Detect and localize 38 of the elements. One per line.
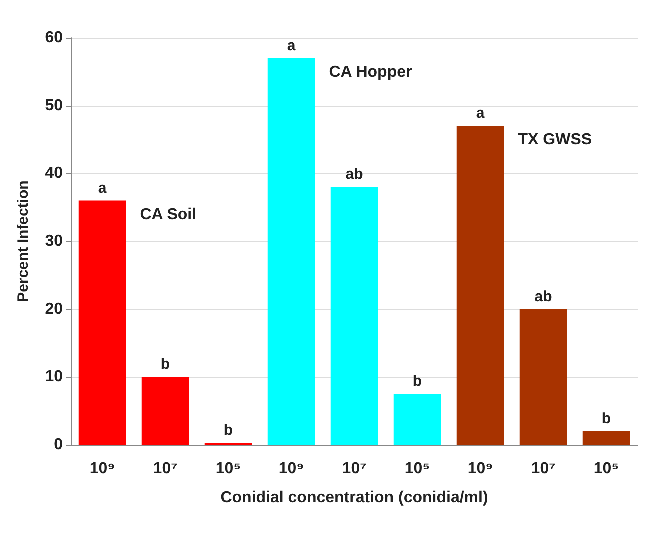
x-tick-label: 10⁹ [90, 460, 116, 478]
bar [78, 200, 126, 445]
x-tick-label: 10⁷ [531, 460, 556, 478]
x-axis-title: Conidial concentration (conidia/ml) [220, 490, 488, 506]
bar [456, 126, 504, 445]
y-tick-label: 20 [45, 300, 64, 318]
data-label: ab [534, 288, 552, 306]
x-tick-label: 10⁷ [342, 460, 367, 478]
bar [268, 58, 316, 445]
series-label: CA Hopper [329, 64, 412, 81]
bar [582, 431, 630, 445]
bar [394, 394, 442, 445]
data-label: b [224, 422, 234, 439]
data-label: a [287, 37, 296, 54]
series-label: CA Soil [140, 206, 197, 224]
data-label: b [602, 410, 612, 428]
bar [520, 309, 568, 445]
data-label: b [160, 356, 170, 374]
y-tick-label: 0 [54, 436, 64, 454]
x-tick-label: 10⁹ [468, 460, 494, 478]
x-tick-label: 10⁷ [153, 460, 178, 478]
bar [330, 187, 378, 445]
x-tick-label: 10⁵ [594, 460, 620, 478]
data-label: b [412, 373, 422, 390]
bar [142, 377, 190, 445]
x-tick-label: 10⁹ [278, 460, 304, 478]
y-tick-label: 40 [45, 165, 64, 182]
y-tick-label: 10 [45, 368, 64, 386]
data-label: a [98, 180, 108, 197]
data-label: a [476, 105, 486, 122]
x-tick-label: 10⁵ [216, 460, 242, 478]
series-label: TX GWSS [518, 132, 592, 149]
data-label: ab [346, 166, 364, 184]
y-tick-label: 60 [45, 30, 64, 46]
y-tick-label: 50 [45, 97, 64, 114]
y-tick-label: 30 [45, 233, 64, 250]
y-axis-title: Percent Infection [15, 180, 32, 302]
x-tick-label: 10⁵ [404, 460, 430, 478]
